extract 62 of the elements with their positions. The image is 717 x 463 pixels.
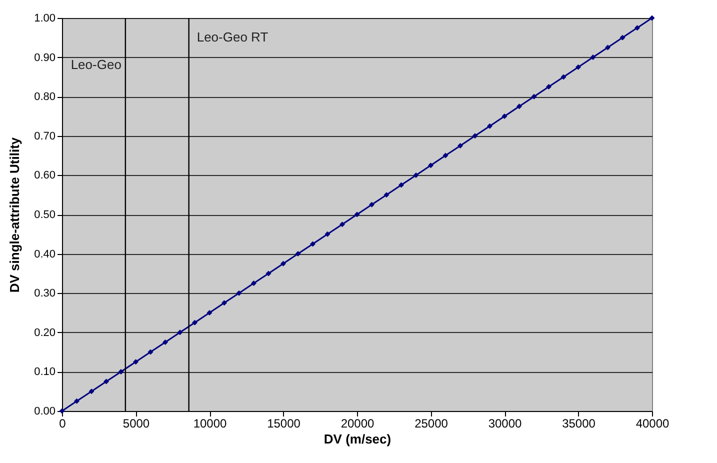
point	[162, 339, 168, 345]
point	[472, 133, 478, 139]
x-tick-label: 20000	[340, 416, 375, 430]
x-tick-label: 0	[59, 416, 66, 430]
point	[324, 231, 330, 237]
point	[280, 260, 286, 266]
point	[546, 84, 552, 90]
x-tick-label: 15000	[267, 416, 301, 430]
y-tick-label: 0.60	[34, 170, 56, 182]
point	[516, 104, 522, 110]
point	[118, 368, 124, 374]
point	[295, 251, 301, 257]
point	[340, 222, 345, 228]
x-axis-title: DV (m/sec)	[324, 432, 392, 446]
point	[369, 202, 374, 208]
point	[104, 378, 109, 384]
x-tick-label: 5000	[122, 416, 150, 430]
point	[251, 280, 256, 286]
point	[590, 54, 596, 60]
y-tick-label: 0.00	[34, 406, 56, 418]
y-tick-label: 0.90	[34, 52, 56, 64]
point	[88, 388, 94, 394]
y-tick-label: 0.20	[34, 326, 56, 339]
point	[222, 300, 227, 306]
y-axis-title: DV single-attribute Utility	[7, 136, 22, 293]
point	[531, 94, 537, 100]
point	[148, 349, 154, 355]
x-tick-label: 25000	[414, 416, 448, 430]
point	[177, 330, 183, 336]
point	[576, 64, 581, 70]
point	[428, 162, 434, 168]
point	[560, 74, 566, 80]
point	[133, 359, 138, 365]
point	[634, 25, 640, 31]
point	[384, 192, 390, 198]
point	[442, 152, 448, 158]
y-tick-label: 0.10	[34, 366, 56, 378]
point	[310, 241, 316, 247]
y-tick-label: 0.80	[34, 91, 56, 104]
point	[620, 34, 626, 40]
y-tick-label: 0.30	[34, 288, 56, 300]
x-tick-label: 10000	[193, 416, 228, 430]
point	[266, 270, 272, 276]
x-tick-label: 40000	[636, 416, 670, 430]
y-tick-label: 0.40	[34, 248, 56, 260]
point	[487, 123, 492, 129]
point	[413, 172, 419, 178]
x-tick-label: 35000	[562, 416, 596, 430]
point	[74, 398, 80, 404]
point	[192, 320, 198, 326]
ref-line-label: Leo-Geo	[70, 57, 122, 72]
point	[236, 290, 242, 296]
y-tick-label: 1.00	[34, 12, 56, 24]
ref-line-label: Leo-Geo RT	[196, 30, 268, 45]
x-tick-label: 30000	[488, 416, 522, 430]
y-tick-label: 0.50	[34, 209, 56, 221]
point	[398, 182, 404, 188]
point	[649, 15, 655, 21]
point	[605, 44, 610, 50]
y-tick-label: 0.70	[34, 130, 56, 142]
point	[354, 212, 360, 218]
point	[458, 142, 463, 148]
